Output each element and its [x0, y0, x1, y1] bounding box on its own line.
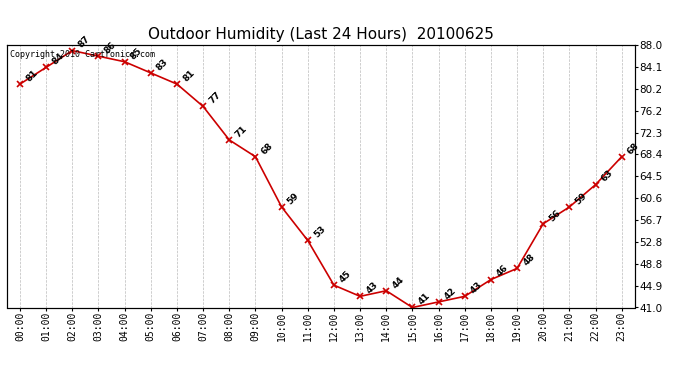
Text: 84: 84 [50, 51, 66, 67]
Text: 68: 68 [626, 141, 641, 156]
Text: 86: 86 [103, 40, 118, 56]
Text: 77: 77 [207, 90, 223, 106]
Text: 56: 56 [547, 208, 562, 223]
Text: 81: 81 [24, 68, 39, 83]
Text: 85: 85 [129, 46, 144, 61]
Text: 45: 45 [338, 269, 353, 284]
Text: 46: 46 [495, 264, 511, 279]
Text: 83: 83 [155, 57, 170, 72]
Text: 63: 63 [600, 169, 615, 184]
Text: 59: 59 [573, 191, 589, 206]
Text: 48: 48 [521, 252, 537, 268]
Text: 87: 87 [77, 34, 92, 50]
Text: 59: 59 [286, 191, 301, 206]
Text: 81: 81 [181, 68, 197, 83]
Text: 53: 53 [312, 225, 327, 240]
Text: 68: 68 [259, 141, 275, 156]
Text: 44: 44 [391, 274, 406, 290]
Text: 41: 41 [417, 291, 432, 307]
Text: Copyright 2010 Cartronics.com: Copyright 2010 Cartronics.com [10, 50, 155, 59]
Text: 71: 71 [233, 124, 248, 139]
Text: 43: 43 [364, 280, 380, 296]
Text: 42: 42 [443, 286, 458, 301]
Title: Outdoor Humidity (Last 24 Hours)  20100625: Outdoor Humidity (Last 24 Hours) 2010062… [148, 27, 494, 42]
Text: 43: 43 [469, 280, 484, 296]
